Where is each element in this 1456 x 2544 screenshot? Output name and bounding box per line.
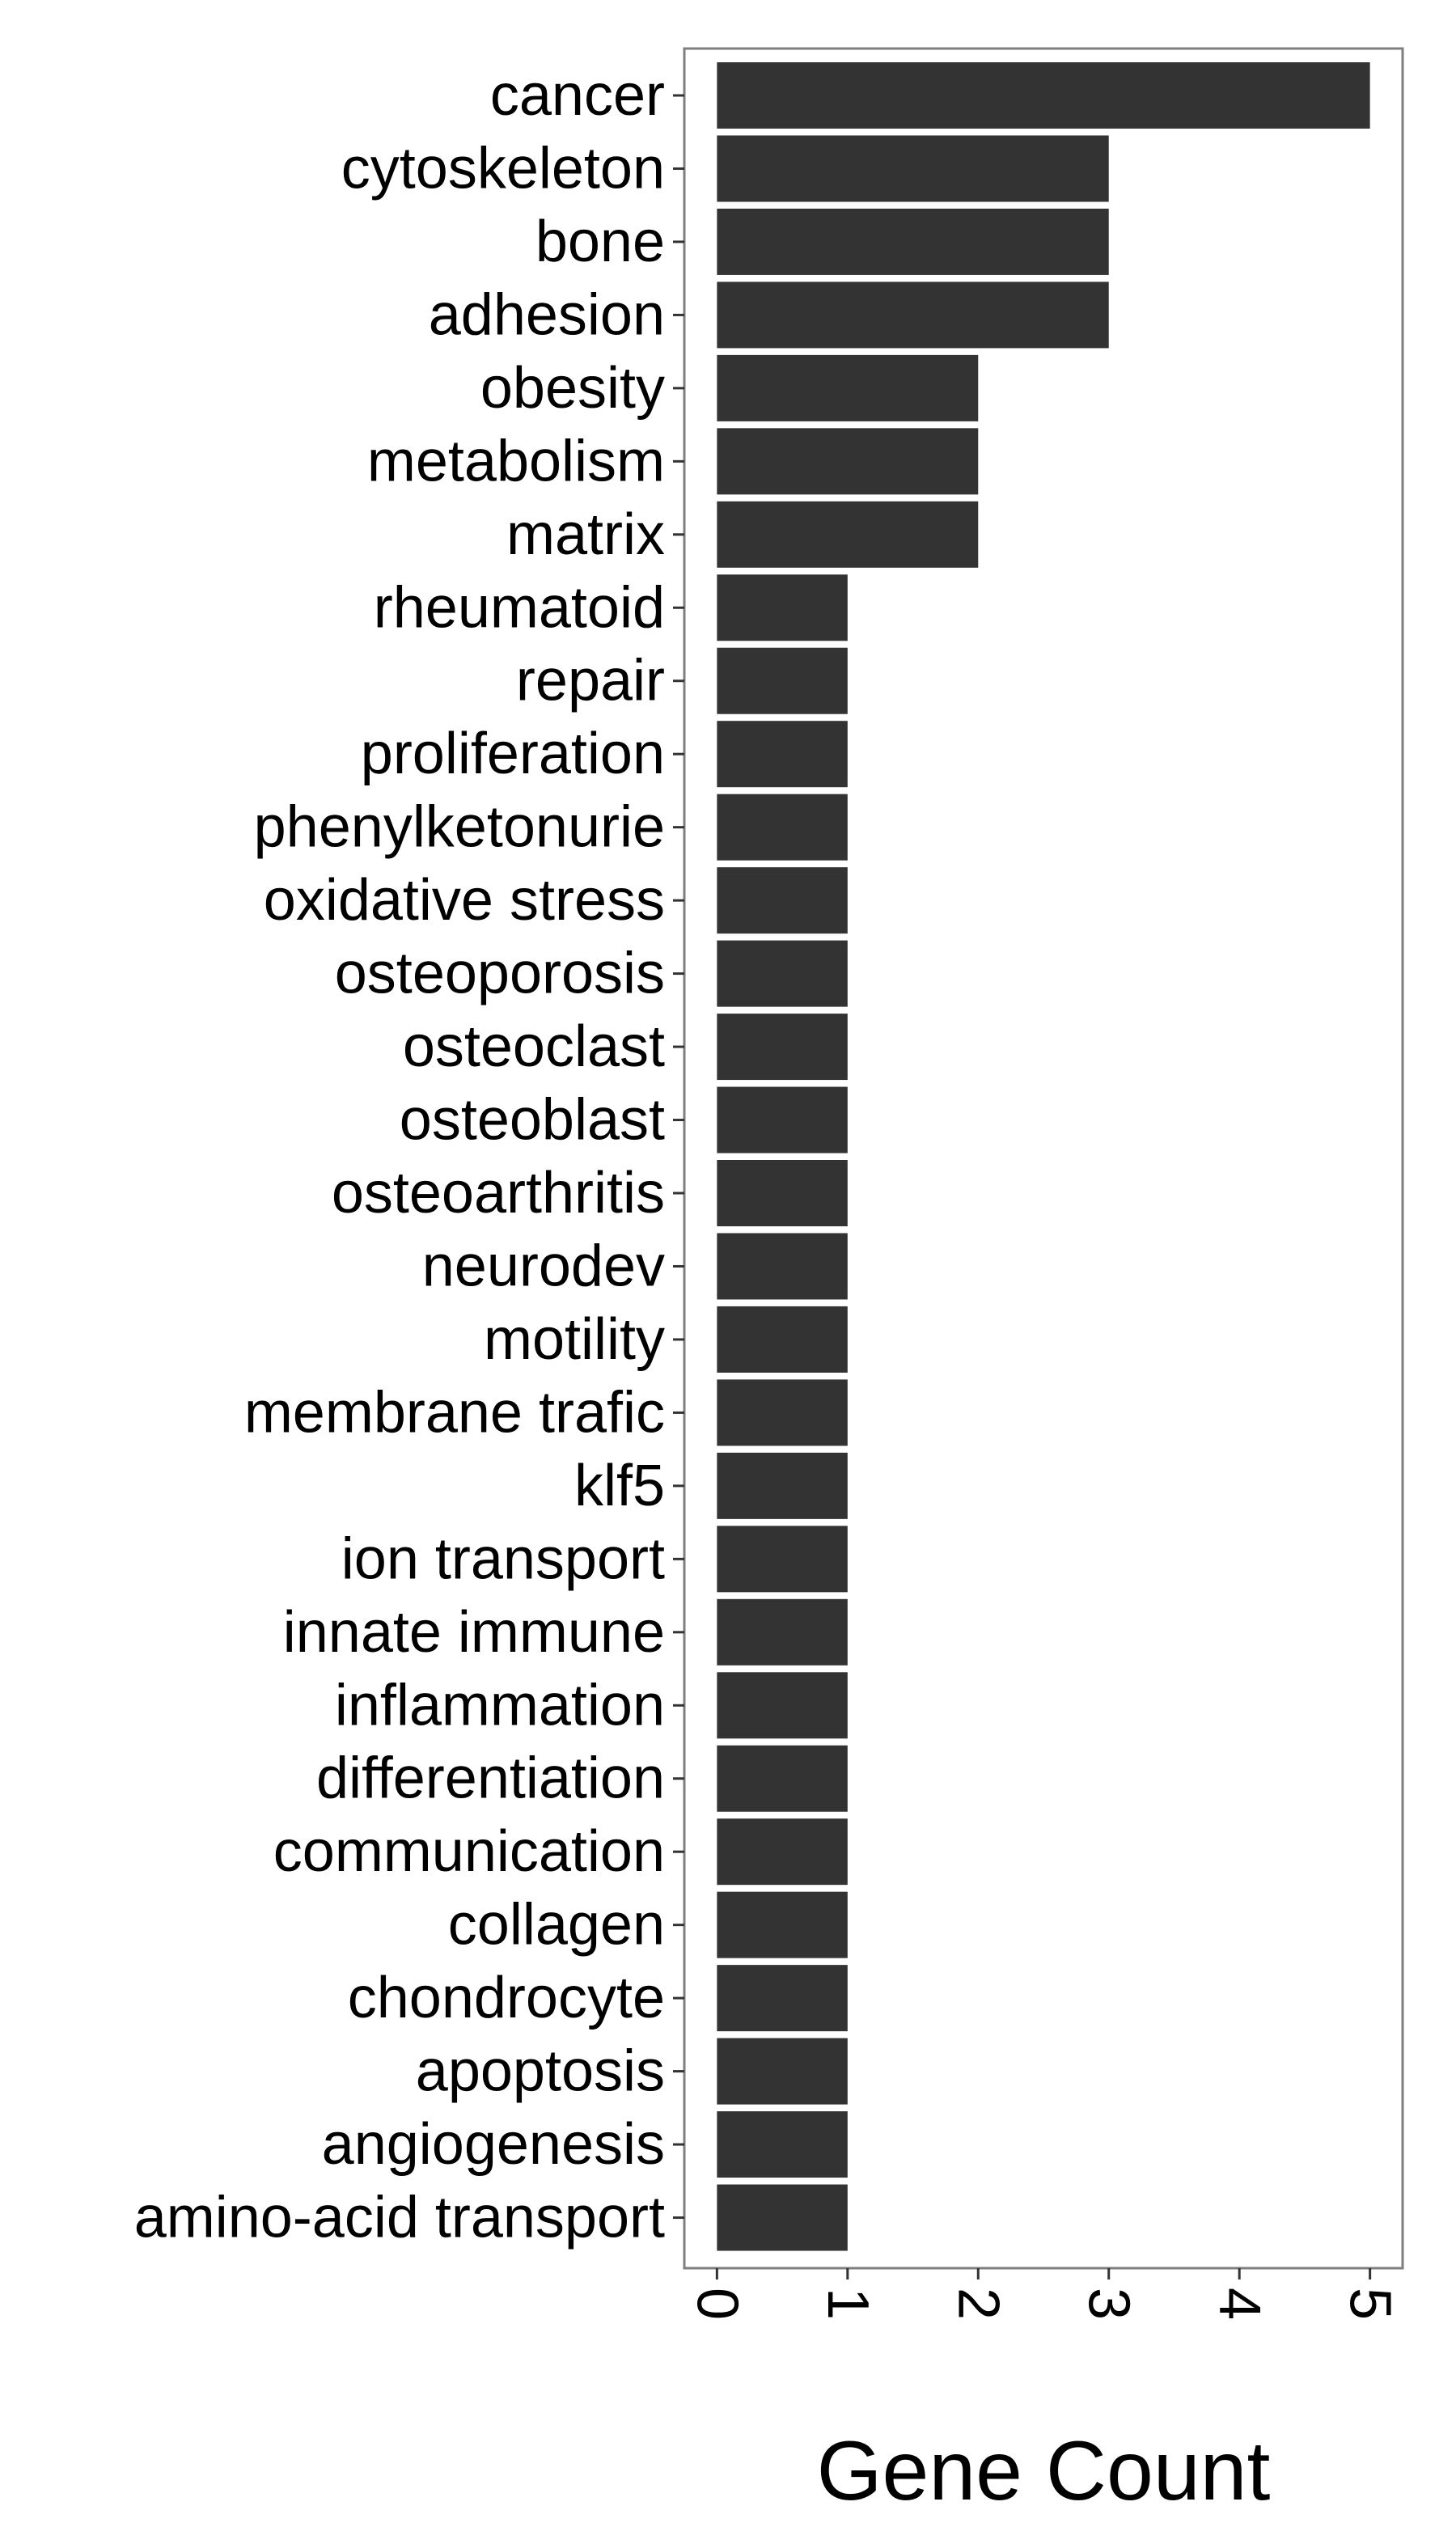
y-axis: cancer cytoskeleton bone adhesion obesity met… bbox=[134, 63, 684, 2250]
bar-angiogenesis bbox=[717, 2111, 848, 2178]
category-label: amino-acid transport bbox=[134, 2186, 665, 2250]
category-label: angiogenesis bbox=[322, 2112, 665, 2177]
bar-repair bbox=[717, 647, 848, 714]
bar-motility bbox=[717, 1306, 848, 1373]
bar-innate-immune bbox=[717, 1598, 848, 1666]
category-label: apoptosis bbox=[416, 2039, 665, 2104]
bar-osteoclast bbox=[717, 1014, 848, 1081]
bar-bone bbox=[717, 208, 1109, 275]
bar-ion-transport bbox=[717, 1526, 848, 1593]
x-axis: 0 1 2 3 4 5 bbox=[684, 2268, 1403, 2320]
bar-matrix bbox=[717, 501, 979, 568]
bar-oxidative-stress bbox=[717, 867, 848, 934]
category-label: bone bbox=[535, 210, 665, 274]
bar-collagen bbox=[717, 1891, 848, 1958]
category-label: neurodev bbox=[422, 1234, 665, 1298]
category-label: osteoarthritis bbox=[332, 1161, 665, 1225]
category-label: osteoporosis bbox=[335, 942, 665, 1006]
category-label: adhesion bbox=[429, 282, 665, 347]
bar-membrane-trafic bbox=[717, 1379, 848, 1446]
category-label: collagen bbox=[448, 1893, 665, 1958]
category-label: obesity bbox=[480, 356, 665, 421]
category-label: inflammation bbox=[335, 1673, 665, 1738]
category-label: ion transport bbox=[341, 1526, 665, 1591]
category-label: cancer bbox=[490, 63, 665, 128]
x-tick-label: 1 bbox=[815, 2288, 880, 2320]
bar-amino-acid-transport bbox=[717, 2184, 848, 2251]
bar-apoptosis bbox=[717, 2038, 848, 2105]
bar-adhesion bbox=[717, 281, 1109, 349]
bar-differentiation bbox=[717, 1745, 848, 1812]
bar-inflammation bbox=[717, 1672, 848, 1739]
bar-cancer bbox=[717, 62, 1370, 129]
bar-phenylketonurie bbox=[717, 794, 848, 861]
bar-metabolism bbox=[717, 428, 979, 495]
category-label: communication bbox=[273, 1819, 665, 1884]
bar-proliferation bbox=[717, 721, 848, 788]
category-label: oxidative stress bbox=[264, 868, 665, 933]
x-tick-label: 3 bbox=[1077, 2288, 1141, 2320]
category-label: matrix bbox=[506, 502, 665, 567]
bar-chondrocyte bbox=[717, 1965, 848, 2032]
category-label: metabolism bbox=[367, 429, 665, 493]
bars-group bbox=[717, 62, 1370, 2251]
category-label: cytoskeleton bbox=[341, 136, 665, 201]
bar-cytoskeleton bbox=[717, 135, 1109, 202]
bar-klf5 bbox=[717, 1452, 848, 1519]
bar-osteoporosis bbox=[717, 940, 848, 1007]
x-axis-title: Gene Count bbox=[817, 2424, 1271, 2518]
category-label: chondrocyte bbox=[348, 1966, 665, 2030]
bar-osteoblast bbox=[717, 1086, 848, 1153]
x-tick-label: 2 bbox=[946, 2288, 1010, 2320]
category-label: proliferation bbox=[361, 722, 665, 786]
category-label: differentiation bbox=[316, 1746, 665, 1811]
category-label: osteoblast bbox=[400, 1088, 665, 1153]
bar-rheumatoid bbox=[717, 574, 848, 641]
x-tick-label: 5 bbox=[1338, 2288, 1403, 2320]
category-label: motility bbox=[484, 1307, 665, 1372]
plot-panel-border bbox=[683, 47, 1404, 2270]
category-label: rheumatoid bbox=[374, 575, 665, 640]
bar-neurodev bbox=[717, 1233, 848, 1300]
category-label: innate immune bbox=[283, 1600, 665, 1665]
x-tick-label: 0 bbox=[684, 2288, 749, 2320]
category-label: osteoclast bbox=[403, 1014, 665, 1079]
bar-communication bbox=[717, 1818, 848, 1886]
bar-obesity bbox=[717, 354, 979, 421]
category-label: repair bbox=[516, 649, 665, 713]
category-label: membrane trafic bbox=[244, 1380, 665, 1445]
category-label: phenylketonurie bbox=[254, 795, 665, 860]
bar-osteoarthritis bbox=[717, 1160, 848, 1226]
category-label: klf5 bbox=[574, 1454, 665, 1518]
x-tick-label: 4 bbox=[1207, 2288, 1272, 2320]
